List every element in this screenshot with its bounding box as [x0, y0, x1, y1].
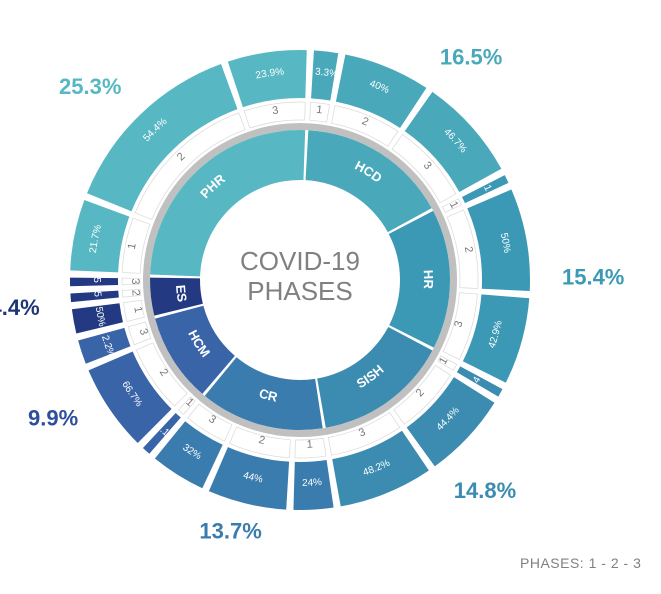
- svg-text:24%: 24%: [302, 477, 323, 489]
- svg-text:2: 2: [129, 289, 141, 296]
- sunburst-chart: PHRHCDHRSISHCRHCMES21.7%154.4%223.9%313.…: [0, 0, 661, 594]
- callout-HCM: 9.9%: [28, 405, 78, 430]
- svg-text:ES: ES: [173, 284, 190, 303]
- legend-prefix: PHASES:: [520, 555, 584, 571]
- legend-item: 2: [611, 555, 619, 571]
- phases-legend: PHASES: 1 - 2 - 3: [520, 555, 641, 571]
- center-title: COVID-19: [240, 246, 360, 276]
- callout-HCD: 16.5%: [440, 44, 502, 69]
- callout-HR: 15.4%: [562, 264, 624, 289]
- callout-SISH: 14.8%: [454, 478, 516, 503]
- inner-segment-HR: [389, 211, 450, 348]
- svg-text:3: 3: [129, 278, 141, 284]
- legend-item: 1: [589, 555, 597, 571]
- svg-text:1: 1: [306, 439, 313, 451]
- callout-PHR: 25.3%: [59, 74, 121, 99]
- callout-CR: 13.7%: [199, 518, 261, 543]
- callout-ES: 4.4%: [0, 295, 40, 320]
- center-title: PHASES: [247, 276, 353, 306]
- legend-item: 3: [633, 555, 641, 571]
